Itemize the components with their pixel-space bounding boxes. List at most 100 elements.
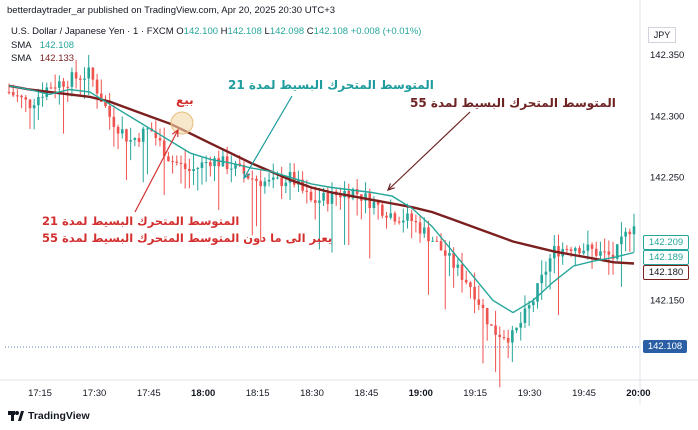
close-label: C [306,26,314,37]
candle-body [259,180,262,187]
arrow-crossover-head [172,128,179,138]
candle-body [586,244,590,251]
candle-body [167,156,170,162]
candle-body [32,105,36,109]
arrow-sma55 [387,111,471,191]
symbol-name: U.S. Dollar / Japanese Yen · 1 · FXCM [11,26,174,37]
candle-body [175,161,179,163]
candle-body [146,128,149,130]
candle-body [158,138,162,141]
candle-body [473,287,476,300]
candle-body [217,158,221,167]
candle-body [238,163,242,166]
candle-body [569,249,573,252]
candle-body [309,191,313,201]
candle-body [548,258,552,272]
candle-body [53,87,57,89]
time-tick-label: 20:00 [626,388,650,399]
candle-body [171,161,174,163]
candle-body [414,220,418,223]
candle-body [137,138,141,142]
candle-body [532,301,535,306]
candle-body [7,91,11,93]
indicator-sma-55[interactable]: SMA 142.133 [11,53,74,64]
candle-body [334,191,338,196]
candle-body [280,177,283,187]
candle-body [209,162,212,167]
time-tick-label: 18:30 [300,388,324,399]
time-tick-label: 17:30 [83,388,107,399]
candle-body [24,97,28,100]
candle-body [70,72,74,87]
candle-body [16,95,19,97]
low-label: L [264,26,270,37]
candle-body [116,126,120,134]
open-label: O [176,26,184,37]
price-tick-label: 142.300 [650,111,684,122]
indicator-label: SMA [11,40,32,51]
candle-body [418,222,422,234]
candle-body [183,163,187,170]
arrow-sma21 [243,95,293,179]
candle-body [305,190,309,192]
candle-body [511,330,514,343]
candle-body [565,248,569,250]
candle-body [469,282,472,288]
indicator-value: 142.133 [39,53,75,64]
price-tick-label: 142.150 [650,295,684,306]
change-value: +0.008 (+0.01%) [350,26,422,37]
candle-body [154,131,158,139]
candle-body [125,129,128,142]
candle-body [196,168,200,170]
candle-body [368,193,372,209]
candle-body [607,251,611,255]
sell-annotation: بيع [176,93,194,107]
sma-layer [8,84,635,314]
candle-body [632,226,636,235]
currency-label[interactable]: JPY [648,27,676,43]
tradingview-logo[interactable]: TradingView [8,410,90,422]
candle-body [624,231,627,237]
candle-body [615,244,619,259]
symbol-ohlc-line: U.S. Dollar / Japanese Yen · 1 · FXCM O 1… [11,26,421,37]
sma21-annotation: المتوسط المتحرك البسيط لمدة 21 [228,78,434,92]
candle-body [292,171,296,185]
candle-body [326,192,330,204]
candle-body [435,240,439,242]
candle-body [620,236,623,245]
candle-body [204,162,208,164]
candle-body [389,213,393,218]
time-tick-label: 19:30 [518,388,542,399]
candle-body [578,248,581,254]
time-tick-label: 19:15 [463,388,487,399]
candle-body [494,325,497,335]
indicator-value: 142.108 [39,40,75,51]
candle-body [599,251,602,256]
time-tick-label: 18:00 [191,388,215,399]
candle-body [242,165,246,174]
candle-body [527,305,531,309]
tradingview-icon [8,411,24,421]
candle-body [49,87,53,89]
candle-body [536,283,539,302]
candle-body [376,201,380,205]
candle-body [448,252,451,256]
candle-body [271,177,275,180]
candle-body [364,193,367,201]
candle-body [41,96,44,98]
publisher-line: betterdaytrader_ar published on TradingV… [7,5,336,16]
candle-body [515,327,518,331]
candle-body [95,79,99,94]
arrow-sma55-head [387,183,395,191]
time-tick-label: 17:45 [137,388,161,399]
candle-body [230,168,233,170]
indicator-sma-21[interactable]: SMA 142.108 [11,40,74,51]
close-value: 142.108 [313,26,349,37]
candle-body [99,93,103,102]
crossover-highlight [170,111,194,135]
candle-body [506,337,510,343]
candle-body [401,220,405,223]
candle-body [318,200,321,203]
candle-body [544,271,548,275]
sma55-annotation: المتوسط المتحرك البسيط لمدة 55 [410,96,616,110]
